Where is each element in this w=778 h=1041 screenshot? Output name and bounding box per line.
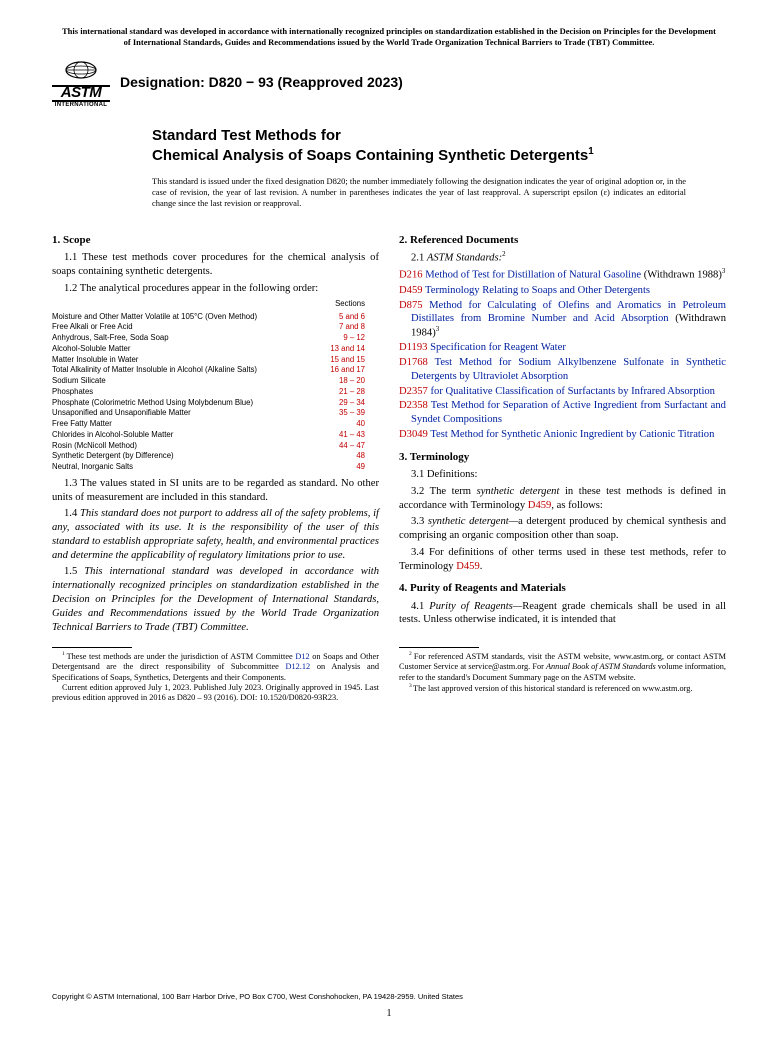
footnote-2: 2 For referenced ASTM standards, visit t… [399, 651, 726, 683]
s3-3: 3.3 synthetic detergent—a detergent prod… [399, 515, 726, 543]
proc-row: Synthetic Detergent (by Difference)48 [52, 451, 379, 462]
ref-item: D1193 Specification for Reagent Water [399, 341, 726, 355]
s3-head: 3. Terminology [399, 450, 726, 464]
s3-1: 3.1 Definitions: [399, 468, 726, 482]
header: ASTM INTERNATIONAL Designation: D820 − 9… [52, 61, 726, 105]
right-column: 2. Referenced Documents 2.1 ASTM Standar… [399, 225, 726, 637]
proc-row: Free Fatty Matter40 [52, 419, 379, 430]
footnote-3: 3 The last approved version of this hist… [399, 683, 726, 694]
ref-item: D2357 for Qualitative Classification of … [399, 385, 726, 399]
ref-item: D2358 Test Method for Separation of Acti… [399, 399, 726, 427]
s1-2: 1.2 The analytical procedures appear in … [52, 282, 379, 296]
proc-row: Anhydrous, Salt-Free, Soda Soap9 – 12 [52, 333, 379, 344]
issuance-note: This standard is issued under the fixed … [152, 176, 726, 209]
proc-row: Sodium Silicate18 – 20 [52, 376, 379, 387]
proc-row: Moisture and Other Matter Volatile at 10… [52, 312, 379, 323]
proc-row: Phosphates21 – 28 [52, 387, 379, 398]
proc-row: Matter Insoluble in Water15 and 15 [52, 355, 379, 366]
ref-item: D875 Method for Calculating of Olefins a… [399, 299, 726, 341]
proc-row: Neutral, Inorganic Salts49 [52, 462, 379, 473]
proc-row: Free Alkali or Free Acid7 and 8 [52, 322, 379, 333]
proc-row: Chlorides in Alcohol-Soluble Matter41 – … [52, 430, 379, 441]
logo-text: ASTM [52, 85, 110, 102]
s2-head: 2. Referenced Documents [399, 233, 726, 247]
proc-row: Alcohol-Soluble Matter13 and 14 [52, 344, 379, 355]
ref-item: D216 Method of Test for Distillation of … [399, 268, 726, 282]
footnote-1: 1 These test methods are under the juris… [52, 651, 379, 683]
title-l2: Chemical Analysis of Soaps Containing Sy… [152, 146, 726, 166]
ref-item: D1768 Test Method for Sodium Alkylbenzen… [399, 356, 726, 384]
title-block: Standard Test Methods for Chemical Analy… [152, 127, 726, 166]
astm-logo: ASTM INTERNATIONAL [52, 61, 110, 105]
procedures-table: Sections Moisture and Other Matter Volat… [52, 299, 379, 472]
s1-4: 1.4 1.4 This standard does not purport t… [52, 507, 379, 562]
logo-subtext: INTERNATIONAL [52, 102, 110, 108]
s3-2: 3.2 The term synthetic detergent in thes… [399, 485, 726, 513]
proc-row: Rosin (McNicoll Method)44 – 47 [52, 441, 379, 452]
page-number: 1 [0, 1008, 778, 1019]
ref-item: D3049 Test Method for Synthetic Anionic … [399, 428, 726, 442]
s1-1: 1.1 These test methods cover procedures … [52, 251, 379, 279]
s3-4: 3.4 For definitions of other terms used … [399, 546, 726, 574]
left-column: 1. Scope 1.1 These test methods cover pr… [52, 225, 379, 637]
title-l1: Standard Test Methods for [152, 127, 726, 146]
s2-1: 2.1 ASTM Standards:2 [399, 251, 726, 265]
proc-row: Phosphate (Colorimetric Method Using Mol… [52, 398, 379, 409]
top-notice: This international standard was develope… [52, 26, 726, 57]
proc-header: Sections [52, 299, 379, 309]
s1-3: 1.3 The values stated in SI units are to… [52, 477, 379, 505]
copyright: Copyright © ASTM International, 100 Barr… [52, 992, 726, 1001]
designation: Designation: D820 − 93 (Reapproved 2023) [120, 74, 403, 90]
s1-5: 1.5 This international standard was deve… [52, 565, 379, 634]
proc-row: Unsaponified and Unsaponifiable Matter35… [52, 408, 379, 419]
proc-row: Total Alkalinity of Matter Insoluble in … [52, 365, 379, 376]
footnotes: 1 These test methods are under the juris… [52, 647, 726, 704]
ref-item: D459 Terminology Relating to Soaps and O… [399, 284, 726, 298]
footnote-1b: Current edition approved July 1, 2023. P… [52, 683, 379, 704]
s4-head: 4. Purity of Reagents and Materials [399, 581, 726, 595]
s4-1: 4.1 Purity of Reagents—Reagent grade che… [399, 600, 726, 628]
s1-head: 1. Scope [52, 233, 379, 247]
